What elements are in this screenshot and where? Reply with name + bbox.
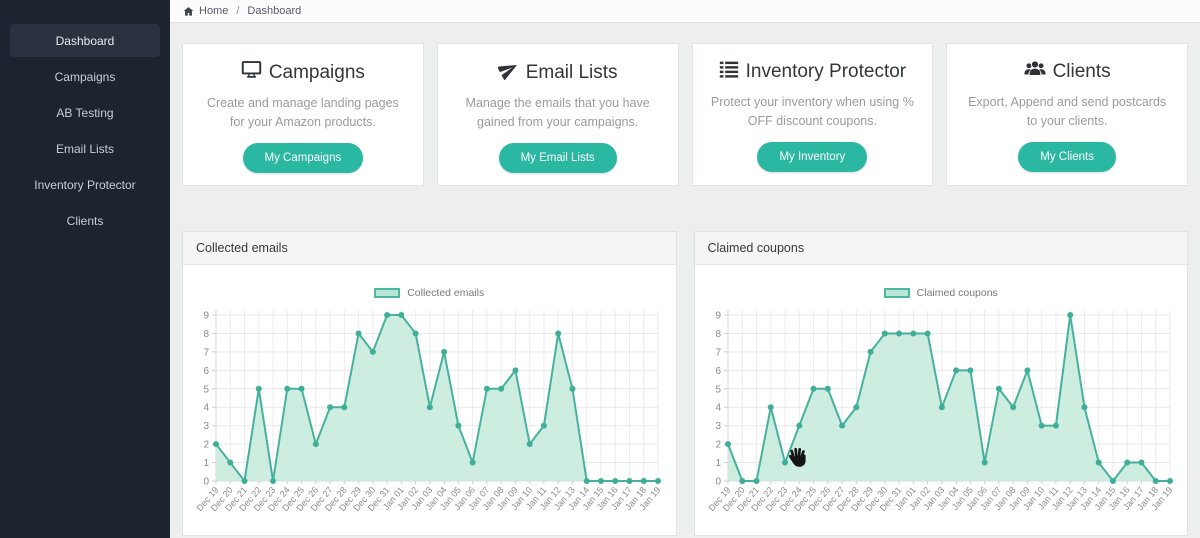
- my-campaigns-button[interactable]: My Campaigns: [242, 142, 364, 173]
- svg-text:9: 9: [715, 311, 721, 322]
- card-clients: Clients Export, Append and send postcard…: [946, 43, 1188, 186]
- svg-text:5: 5: [203, 384, 209, 395]
- card-description: Create and manage landing pages for your…: [206, 96, 399, 129]
- legend-label: Claimed coupons: [916, 287, 998, 299]
- chart-legend: Collected emails: [190, 285, 669, 301]
- svg-text:8: 8: [715, 329, 721, 340]
- sidebar-item-ab-testing[interactable]: AB Testing: [10, 96, 160, 129]
- card-title-text: Campaigns: [268, 61, 365, 83]
- card-title: Clients: [947, 59, 1187, 85]
- svg-text:7: 7: [715, 347, 721, 358]
- chart-legend: Claimed coupons: [702, 285, 1181, 301]
- card-title-text: Email Lists: [525, 61, 618, 83]
- sidebar-item-label: Clients: [66, 213, 104, 228]
- sidebar-item-label: Email Lists: [55, 141, 114, 156]
- home-icon: [183, 6, 194, 17]
- card-title: Email Lists: [438, 59, 678, 86]
- card-description: Export, Append and send postcards to you…: [968, 95, 1167, 128]
- sidebar-menu: Dashboard Campaigns AB Testing Email Lis…: [0, 0, 170, 237]
- sidebar-item-label: Dashboard: [55, 33, 115, 48]
- svg-text:2: 2: [203, 440, 209, 451]
- svg-text:4: 4: [203, 403, 209, 414]
- legend-swatch-icon: [374, 288, 401, 298]
- svg-text:8: 8: [203, 329, 209, 340]
- chart-body: Claimed coupons 0 1 2 3 4 5 6 7 8 9 Dec 19 Dec 20 De…: [695, 265, 1188, 535]
- card-title: Inventory Protector: [693, 59, 933, 85]
- breadcrumb-current: Dashboard: [247, 5, 302, 17]
- sidebar-item-inventory-protector[interactable]: Inventory Protector: [10, 168, 160, 201]
- breadcrumb-separator: /: [236, 5, 240, 17]
- users-icon: [1024, 59, 1046, 85]
- list-icon: [719, 59, 739, 85]
- sidebar-item-clients[interactable]: Clients: [10, 204, 160, 237]
- svg-text:0: 0: [715, 477, 721, 488]
- card-inventory-protector: Inventory Protector Protect your invento…: [691, 43, 934, 186]
- hand-cursor-icon: [788, 445, 808, 475]
- svg-text:6: 6: [203, 366, 209, 377]
- chart-body: Collected emails 0 1 2 3 4 5 6 7 8 9 Dec 19 Dec 20 D…: [183, 265, 676, 535]
- desktop-icon: [241, 59, 262, 86]
- sidebar-item-campaigns[interactable]: Campaigns: [10, 60, 160, 93]
- svg-text:1: 1: [715, 458, 721, 469]
- claimed-coupons-panel: Claimed coupons Claimed coupons 0 1 2 3 4 5 6 7…: [693, 231, 1188, 536]
- card-campaigns: Campaigns Create and manage landing page…: [182, 43, 424, 186]
- breadcrumb: Home / Dashboard: [183, 5, 301, 17]
- paper-plane-icon: [496, 59, 519, 86]
- svg-text:3: 3: [715, 421, 721, 432]
- collected-emails-panel: Collected emails Collected emails 0 1 2 3 4 5…: [182, 231, 677, 536]
- my-email-lists-button[interactable]: My Email Lists: [498, 142, 617, 173]
- my-clients-button[interactable]: My Clients: [1018, 141, 1116, 172]
- svg-text:4: 4: [715, 403, 721, 414]
- svg-text:9: 9: [203, 311, 209, 322]
- card-email-lists: Email Lists Manage the emails that you h…: [436, 43, 679, 186]
- sidebar-item-label: Campaigns: [54, 69, 116, 84]
- svg-text:6: 6: [715, 366, 721, 377]
- legend-swatch-icon: [883, 288, 910, 298]
- svg-text:7: 7: [203, 347, 209, 358]
- charts-row: Collected emails Collected emails 0 1 2 3 4 5…: [170, 186, 1200, 536]
- sidebar-item-dashboard[interactable]: Dashboard: [10, 24, 160, 57]
- card-title-text: Clients: [1052, 61, 1111, 82]
- card-title-text: Inventory Protector: [745, 61, 907, 82]
- feature-cards-row: Campaigns Create and manage landing page…: [170, 23, 1200, 186]
- panel-title: Claimed coupons: [694, 232, 1187, 265]
- svg-text:5: 5: [715, 384, 721, 395]
- legend-label: Collected emails: [407, 287, 485, 299]
- my-inventory-button[interactable]: My Inventory: [757, 141, 868, 172]
- sidebar-item-email-lists[interactable]: Email Lists: [10, 132, 160, 165]
- svg-text:2: 2: [715, 440, 721, 451]
- svg-text:1: 1: [203, 458, 209, 469]
- card-description: Manage the emails that you have gained f…: [465, 96, 650, 129]
- main-content: Home / Dashboard Campaigns Create and ma…: [170, 0, 1200, 536]
- card-title: Campaigns: [183, 59, 423, 86]
- card-description: Protect your inventory when using % OFF …: [710, 95, 914, 128]
- panel-title: Collected emails: [183, 232, 676, 265]
- breadcrumb-home-link[interactable]: Home: [199, 5, 229, 17]
- sidebar: Dashboard Campaigns AB Testing Email Lis…: [0, 0, 170, 538]
- sidebar-item-label: Inventory Protector: [34, 177, 136, 192]
- breadcrumb-bar: Home / Dashboard: [170, 0, 1200, 23]
- sidebar-item-label: AB Testing: [56, 105, 114, 120]
- svg-text:0: 0: [203, 477, 209, 488]
- svg-text:3: 3: [203, 421, 209, 432]
